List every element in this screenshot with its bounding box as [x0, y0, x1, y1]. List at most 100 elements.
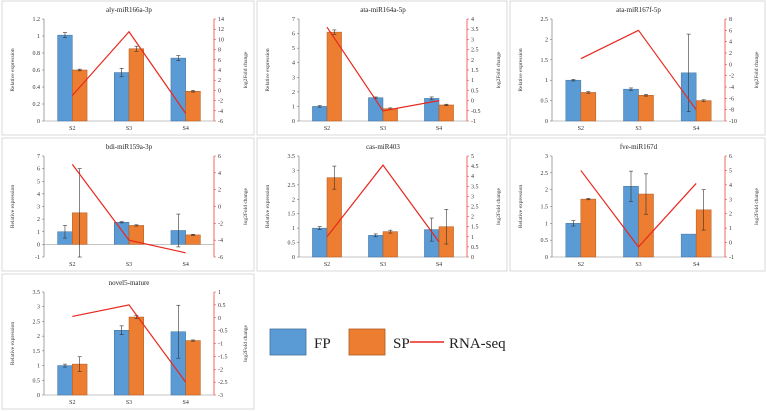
right-tick-label: 2.5	[471, 48, 479, 54]
rna-seq-line	[71, 164, 186, 254]
right-tick-label: -2	[218, 99, 223, 105]
left-tick-label: 0	[37, 242, 40, 248]
bar-sp-s4	[695, 100, 712, 122]
bar-sp-s4	[185, 340, 201, 396]
right-axis-label: log2Fold change	[754, 188, 760, 225]
category-label: S4	[182, 262, 188, 268]
left-tick-label: 3.5	[288, 154, 296, 160]
chart-panel-6: fve-miR167d 0 0.5 1 1.5 2 2.5 3 Relative express…	[509, 137, 766, 272]
bar-fp-s3	[114, 330, 130, 396]
category-label: S2	[578, 126, 584, 132]
right-tick-label: -1	[471, 119, 476, 125]
bar-fp-s2	[312, 106, 328, 122]
right-tick-label: 0.5	[471, 88, 479, 94]
right-tick-label: 3.5	[471, 27, 479, 33]
left-tick-label: 3.5	[33, 290, 41, 296]
left-tick-label: 2.5	[33, 319, 41, 325]
left-tick-label: 3	[545, 154, 548, 160]
right-tick-label: 4.5	[471, 164, 479, 170]
category-label: S3	[635, 262, 641, 268]
category-label: S4	[436, 262, 442, 268]
left-tick-label: 0.4	[33, 85, 41, 91]
legend-item-fp: FP	[269, 328, 331, 356]
right-tick-label: 1	[471, 78, 474, 84]
chart-panel-5: cas-miR403 0 0.5 1 1.5 2 2.5 3 3.5 Relative expre…	[256, 137, 508, 272]
panel-title: ata-miR164a-5p	[360, 6, 406, 14]
left-tick-label: 0.6	[33, 68, 41, 74]
panel-title: ata-miR167f-5p	[616, 6, 661, 14]
left-tick-label: 2	[545, 37, 548, 43]
bar-fp-s4	[170, 57, 186, 122]
right-tick-label: 2	[218, 78, 221, 84]
rna-seq-line	[326, 26, 440, 112]
left-tick-label: 2.5	[541, 17, 549, 23]
bar-fp-s2	[565, 79, 582, 122]
left-tick-label: 1	[37, 364, 40, 370]
left-tick-label: 1.5	[541, 205, 549, 211]
right-tick-label: 6	[218, 58, 221, 64]
right-tick-label: 3	[729, 197, 732, 203]
bar-sp-s2	[580, 198, 597, 258]
right-tick-label: 1	[471, 235, 474, 241]
right-tick-label: 0	[218, 88, 221, 94]
bar-fp-s3	[368, 235, 384, 258]
left-tick-label: 7	[292, 17, 295, 23]
right-tick-label: -0.5	[218, 329, 228, 335]
left-tick-label: 1.5	[288, 212, 296, 218]
right-tick-label: 1.5	[471, 68, 479, 74]
left-tick-label: 3	[37, 205, 40, 211]
panel-title: cas-miR403	[366, 143, 400, 151]
right-tick-label: 0	[471, 99, 474, 105]
left-axis-label: Relative expression	[265, 185, 271, 228]
category-label: S4	[436, 126, 442, 132]
chart-panel-7: novel5-mature 0 0.5 1 1.5 2 2.5 3 3.5 Relative ex…	[1, 273, 255, 410]
right-tick-label: 6	[218, 154, 221, 160]
bar-fp-s2	[57, 365, 73, 396]
left-axis-label: Relative expression	[518, 185, 524, 228]
category-label: S3	[126, 400, 132, 406]
rna-seq-line	[71, 30, 187, 114]
chart-panel-1: aly-miR166a-3p 0 0.2 0.4 0.6 0.8 1 1.2 Relative …	[1, 0, 255, 136]
category-label: S3	[635, 126, 641, 132]
right-tick-label: 2	[729, 51, 732, 57]
bar-sp-s3	[638, 95, 654, 122]
left-axis-label: Relative expression	[518, 48, 524, 91]
bar-sp-s4	[438, 104, 454, 122]
left-tick-label: 3	[37, 305, 40, 311]
rna-seq-line	[580, 29, 697, 111]
legend-label-fp: FP	[314, 336, 331, 352]
bar-sp-s2	[580, 92, 597, 122]
legend-item-rna-seq: RNA-seq	[410, 336, 506, 352]
bar-sp-s2	[72, 69, 88, 122]
left-tick-label: 2	[37, 334, 40, 340]
right-tick-label: 10	[218, 37, 224, 43]
left-tick-label: 0	[37, 119, 40, 125]
right-tick-label: 4	[471, 17, 474, 23]
right-tick-label: 0	[218, 205, 221, 211]
left-tick-label: 3	[292, 168, 295, 174]
left-axis-label: Relative expression	[10, 185, 16, 228]
panel-title: novel5-mature	[109, 279, 150, 287]
panel-title: bdi-miR159a-3p	[106, 143, 153, 151]
left-tick-label: 4	[37, 192, 40, 198]
left-tick-label: 2	[37, 217, 40, 223]
category-label: S2	[324, 262, 330, 268]
chart-panel-2: ata-miR164a-5p 0 1 2 3 4 5 6 7 Relative expressio…	[256, 0, 508, 136]
category-label: S2	[69, 262, 75, 268]
rna-seq-line	[326, 164, 440, 243]
bar-fp-s3	[623, 88, 639, 122]
left-tick-label: 0	[292, 119, 295, 125]
left-tick-label: 1	[37, 230, 40, 236]
right-tick-label: -10	[729, 119, 737, 125]
right-tick-label: 8	[729, 17, 732, 23]
category-label: S2	[69, 400, 75, 406]
right-tick-label: 1	[729, 226, 732, 232]
left-tick-label: -1	[35, 255, 40, 261]
right-tick-label: 1	[218, 290, 221, 296]
left-tick-label: 0.8	[33, 51, 41, 57]
right-tick-label: -6	[729, 96, 734, 102]
left-tick-label: 1	[292, 226, 295, 232]
panel-title: fve-miR167d	[620, 143, 658, 151]
legend-swatch-sp	[348, 328, 386, 356]
